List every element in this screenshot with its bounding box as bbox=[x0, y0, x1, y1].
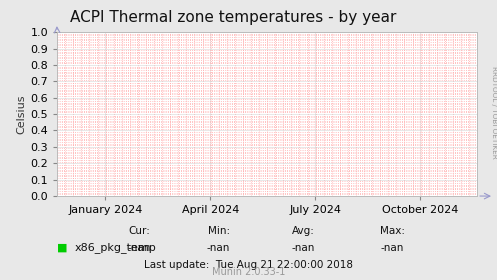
Text: -nan: -nan bbox=[127, 243, 151, 253]
Text: Max:: Max: bbox=[380, 226, 405, 236]
Text: RRDTOOL / TOBI OETIKER: RRDTOOL / TOBI OETIKER bbox=[491, 66, 497, 158]
Text: -nan: -nan bbox=[381, 243, 405, 253]
Text: -nan: -nan bbox=[207, 243, 231, 253]
Text: ■: ■ bbox=[57, 243, 68, 253]
Text: Min:: Min: bbox=[208, 226, 230, 236]
Text: x86_pkg_temp: x86_pkg_temp bbox=[75, 242, 156, 253]
Text: ACPI Thermal zone temperatures - by year: ACPI Thermal zone temperatures - by year bbox=[71, 10, 397, 25]
Text: Cur:: Cur: bbox=[128, 226, 150, 236]
Text: Munin 2.0.33-1: Munin 2.0.33-1 bbox=[212, 267, 285, 277]
Y-axis label: Celsius: Celsius bbox=[16, 94, 26, 134]
Text: Avg:: Avg: bbox=[292, 226, 315, 236]
Text: Last update:  Tue Aug 21 22:00:00 2018: Last update: Tue Aug 21 22:00:00 2018 bbox=[144, 260, 353, 270]
Text: -nan: -nan bbox=[291, 243, 315, 253]
